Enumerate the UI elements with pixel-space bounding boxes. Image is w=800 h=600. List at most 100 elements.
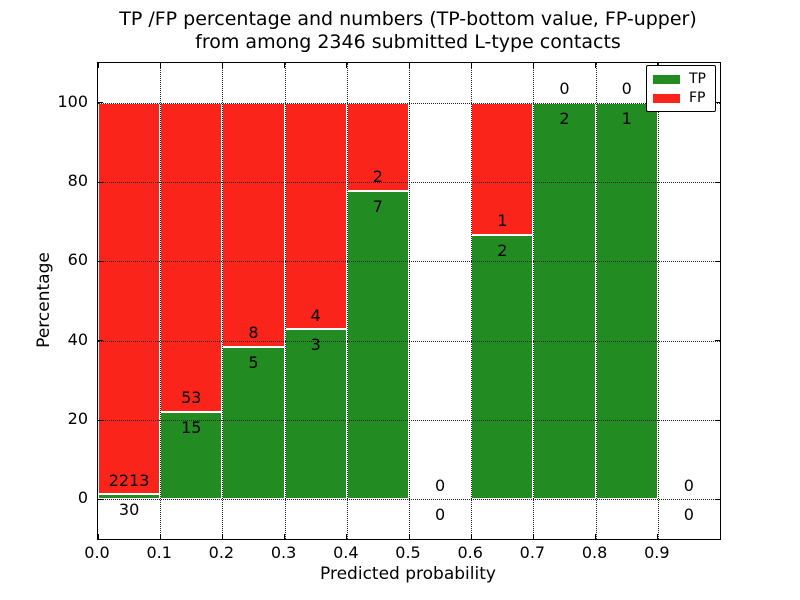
v-gridline xyxy=(346,63,348,539)
y-tick-mark xyxy=(715,102,720,104)
legend-entry-fp: FP xyxy=(653,91,709,105)
fp-count-label: 0 xyxy=(683,475,694,495)
legend: TP FP xyxy=(646,65,716,112)
x-tick-mark xyxy=(657,534,659,539)
y-tick-mark xyxy=(98,102,103,104)
x-tick-mark xyxy=(159,534,161,539)
y-tick-mark xyxy=(715,260,720,262)
bar-segment-fp xyxy=(160,102,223,412)
tp-count-label: 30 xyxy=(118,500,140,520)
fp-count-label: 53 xyxy=(181,388,202,408)
y-tick-label: 20 xyxy=(67,409,88,428)
x-tick-label: 0.5 xyxy=(395,543,421,562)
chart-title-line-1: TP /FP percentage and numbers (TP-bottom… xyxy=(119,8,697,30)
bar-segment-tp xyxy=(471,234,534,500)
x-tick-mark xyxy=(346,534,348,539)
tp-color-swatch xyxy=(653,74,680,84)
x-tick-mark xyxy=(532,63,534,68)
x-tick-mark xyxy=(221,63,223,68)
y-tick-label: 0 xyxy=(77,488,88,508)
fp-count-label: 1 xyxy=(497,211,508,231)
x-tick-label: 0.9 xyxy=(644,543,670,562)
x-tick-mark xyxy=(97,534,99,539)
v-gridline xyxy=(533,63,535,539)
x-tick-label: 0.0 xyxy=(84,543,110,562)
fp-count-label: 4 xyxy=(310,305,321,325)
chart-title: TP /FP percentage and numbers (TP-bottom… xyxy=(97,8,719,54)
y-tick-mark xyxy=(98,419,103,421)
bar-segment-fp xyxy=(284,102,347,330)
x-tick-mark xyxy=(346,63,348,68)
v-gridline xyxy=(222,63,224,539)
y-tick-mark xyxy=(715,340,720,342)
bar-segment-fp xyxy=(222,102,285,347)
v-gridline xyxy=(595,63,597,539)
v-gridline xyxy=(471,63,473,539)
tp-count-label: 5 xyxy=(248,352,259,372)
tp-count-label: 7 xyxy=(372,196,383,216)
x-tick-mark xyxy=(470,534,472,539)
y-tick-label: 80 xyxy=(67,171,88,190)
x-tick-mark xyxy=(284,534,286,539)
bar-segment-tp xyxy=(595,102,658,500)
y-tick-mark xyxy=(98,181,103,183)
fp-count-label: 0 xyxy=(435,475,446,495)
y-tick-mark xyxy=(715,181,720,183)
x-axis-label: Predicted probability xyxy=(320,564,496,584)
v-gridline xyxy=(657,63,659,539)
legend-entry-tp: TP xyxy=(653,72,709,86)
tp-count-label: 1 xyxy=(621,108,632,128)
x-tick-mark xyxy=(595,534,597,539)
tp-count-label: 0 xyxy=(435,505,446,525)
x-tick-label: 0.1 xyxy=(146,543,172,562)
v-gridline xyxy=(160,63,162,539)
fp-color-swatch xyxy=(653,93,680,103)
y-tick-mark xyxy=(98,498,103,500)
x-tick-label: 0.6 xyxy=(457,543,483,562)
bar-segment-tp xyxy=(98,494,161,500)
fp-count-label: 2 xyxy=(372,167,383,187)
y-tick-label: 100 xyxy=(57,91,88,111)
bar-segment-fp xyxy=(471,102,534,235)
fp-count-label: 0 xyxy=(559,79,570,99)
tp-count-label: 15 xyxy=(181,417,202,437)
v-gridline xyxy=(284,63,286,539)
x-tick-mark xyxy=(159,63,161,68)
x-tick-label: 0.8 xyxy=(581,543,608,562)
chart-title-line-2: from among 2346 submitted L-type contact… xyxy=(195,31,621,53)
x-tick-label: 0.7 xyxy=(519,543,546,562)
tp-count-label: 0 xyxy=(683,505,694,525)
bar-segment-tp xyxy=(533,102,596,500)
x-tick-mark xyxy=(470,63,472,68)
fp-count-label: 8 xyxy=(248,323,259,343)
tp-count-label: 2 xyxy=(497,240,508,260)
x-tick-mark xyxy=(595,63,597,68)
v-gridline xyxy=(409,63,410,539)
y-tick-label: 40 xyxy=(67,329,88,349)
x-tick-label: 0.2 xyxy=(208,543,235,562)
x-tick-mark xyxy=(97,63,99,68)
tp-count-label: 3 xyxy=(310,335,321,355)
x-tick-mark xyxy=(408,63,410,68)
y-tick-mark xyxy=(98,260,103,262)
plot-area: 2213 30 53 15 8 5 4 3 2 7 0 0 1 2 0 2 0 1 0 0 xyxy=(97,62,721,540)
x-tick-label: 0.4 xyxy=(333,543,359,562)
x-tick-mark xyxy=(221,534,223,539)
y-tick-mark xyxy=(98,340,103,342)
y-tick-label: 60 xyxy=(67,250,88,270)
bar-segment-fp xyxy=(98,102,161,495)
legend-label-fp: FP xyxy=(689,90,706,106)
bar-segment-tp xyxy=(160,411,223,500)
x-tick-mark xyxy=(408,534,410,539)
x-tick-mark xyxy=(284,63,286,68)
fp-count-label: 0 xyxy=(621,79,632,99)
y-tick-mark xyxy=(715,419,720,421)
tp-count-label: 2 xyxy=(559,108,570,128)
legend-label-tp: TP xyxy=(689,71,706,87)
bar-segment-tp xyxy=(284,329,347,500)
fp-count-label: 2213 xyxy=(108,470,150,490)
x-tick-label: 0.3 xyxy=(270,543,297,562)
x-tick-mark xyxy=(532,534,534,539)
bar-segment-tp xyxy=(346,190,409,500)
